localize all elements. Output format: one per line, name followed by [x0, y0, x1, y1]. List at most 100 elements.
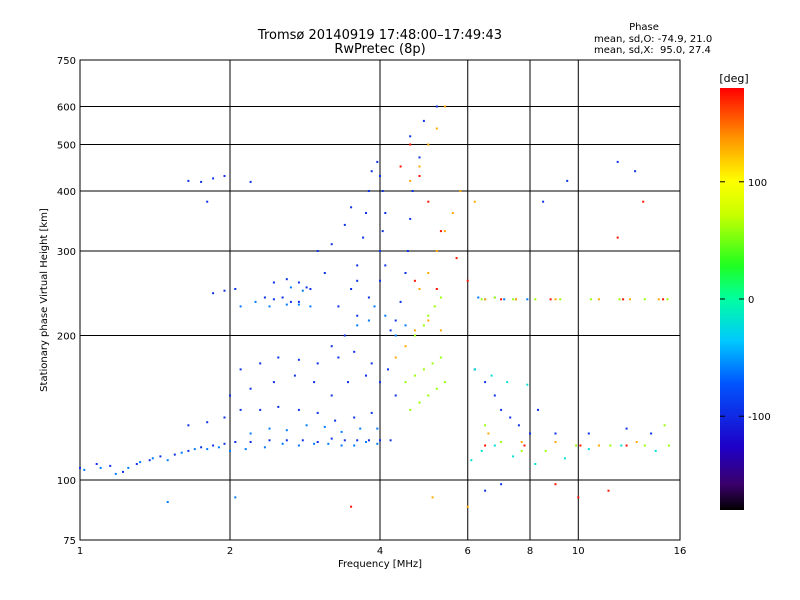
data-point: [289, 286, 292, 289]
data-point: [620, 444, 623, 447]
data-point: [520, 441, 523, 443]
data-point: [443, 105, 446, 108]
data-point: [662, 298, 665, 301]
data-point: [193, 448, 196, 451]
data-point: [413, 374, 416, 377]
data-point: [263, 296, 266, 299]
data-point: [523, 444, 526, 447]
data-point: [549, 298, 552, 301]
data-point: [297, 281, 300, 284]
data-point: [634, 170, 637, 173]
data-point: [356, 279, 359, 282]
colorbar-tick-label: 0: [748, 295, 754, 306]
data-point: [268, 439, 271, 442]
data-point: [409, 179, 412, 182]
data-point: [362, 236, 365, 239]
data-point: [575, 444, 578, 447]
data-point: [515, 298, 517, 301]
data-point: [435, 105, 438, 108]
data-point: [490, 374, 493, 377]
data-point: [135, 463, 138, 465]
data-point: [534, 463, 537, 465]
data-point: [301, 439, 304, 442]
data-point: [200, 446, 203, 449]
data-point: [285, 429, 288, 432]
data-point: [166, 459, 169, 462]
data-point: [431, 496, 434, 499]
data-point: [503, 298, 506, 301]
data-point: [223, 416, 226, 419]
data-point: [484, 424, 487, 427]
data-point: [384, 264, 387, 267]
data-point: [384, 314, 387, 317]
data-point: [272, 281, 275, 284]
data-point: [480, 298, 483, 301]
data-point: [587, 448, 590, 451]
phase-stat-o: mean, sd,O: -74.9, 21.0: [594, 34, 712, 45]
data-point: [206, 200, 209, 203]
data-point: [667, 444, 670, 447]
data-point: [399, 300, 402, 303]
data-point: [381, 230, 384, 233]
data-point: [223, 175, 226, 177]
data-point: [579, 444, 582, 447]
data-point: [330, 345, 333, 348]
data-point: [229, 394, 231, 397]
data-point: [122, 470, 124, 473]
data-point: [356, 264, 359, 267]
data-point: [529, 432, 531, 435]
data-point: [404, 381, 407, 384]
colorbar-ticks: 100 0 -100: [720, 178, 771, 423]
data-point: [418, 165, 421, 168]
data-point: [249, 441, 252, 443]
y-tick-label: 500: [57, 141, 76, 152]
data-point: [330, 243, 333, 246]
phase-stat-x: mean, sd,X: 95.0, 27.4: [594, 45, 711, 56]
data-point: [443, 381, 446, 384]
data-point: [534, 298, 537, 301]
data-point: [455, 257, 458, 260]
data-point: [370, 411, 373, 414]
data-point: [418, 175, 421, 177]
data-point: [173, 453, 176, 456]
data-point: [297, 358, 300, 361]
data-point: [350, 505, 353, 508]
data-point: [493, 296, 496, 299]
x-tick-label: 10: [572, 546, 585, 557]
data-point: [643, 298, 646, 301]
data-point: [223, 442, 226, 445]
data-point: [289, 300, 292, 303]
data-point: [451, 212, 454, 214]
data-point: [427, 319, 430, 322]
data-point: [330, 394, 333, 397]
data-point: [431, 362, 434, 365]
data-point: [394, 319, 397, 322]
data-point: [334, 419, 337, 422]
data-point: [404, 324, 407, 327]
data-point: [376, 442, 379, 445]
data-point: [95, 463, 98, 465]
data-point: [404, 345, 407, 348]
y-tick-label: 75: [63, 536, 76, 547]
chart-title: Tromsø 20140919 17:48:00–17:49:43: [257, 28, 502, 43]
data-point: [200, 180, 203, 183]
data-point: [376, 160, 379, 163]
data-point: [625, 427, 628, 430]
data-point: [356, 324, 359, 327]
data-point: [389, 329, 392, 332]
data-point: [484, 298, 487, 301]
data-point: [109, 464, 112, 467]
data-point: [249, 180, 252, 183]
data-point: [313, 381, 316, 384]
data-point: [166, 501, 169, 503]
data-point: [114, 472, 117, 475]
data-point: [139, 461, 142, 464]
data-point: [356, 314, 359, 317]
data-point: [249, 432, 252, 435]
data-point: [394, 334, 397, 337]
data-point: [268, 305, 271, 308]
data-point: [643, 444, 646, 447]
data-point: [249, 387, 252, 390]
data-point: [409, 408, 412, 411]
